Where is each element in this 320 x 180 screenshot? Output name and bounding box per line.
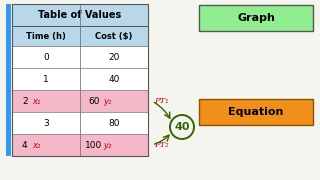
Text: 40: 40	[174, 122, 190, 132]
Text: 4: 4	[22, 141, 28, 150]
Text: 20: 20	[108, 53, 120, 62]
Bar	[12, 112, 148, 134]
Text: PT₂: PT₂	[154, 141, 169, 149]
Bar	[12, 90, 148, 112]
Text: 2: 2	[22, 96, 28, 105]
Text: 1: 1	[43, 75, 49, 84]
Text: 3: 3	[43, 118, 49, 127]
Text: Equation: Equation	[228, 107, 284, 117]
Text: Time (h): Time (h)	[26, 31, 66, 40]
Text: 60: 60	[88, 96, 100, 105]
Text: Table of Values: Table of Values	[38, 10, 122, 20]
Bar	[12, 4, 148, 156]
Bar	[12, 4, 148, 26]
Text: y₁: y₁	[103, 96, 111, 105]
Text: 100: 100	[85, 141, 102, 150]
Bar	[12, 46, 148, 68]
FancyBboxPatch shape	[199, 99, 313, 125]
Bar	[12, 134, 148, 156]
Text: 0: 0	[43, 53, 49, 62]
Text: PT₁: PT₁	[154, 97, 169, 105]
Text: Cost ($): Cost ($)	[95, 31, 133, 40]
Text: y₂: y₂	[103, 141, 111, 150]
Text: 40: 40	[108, 75, 120, 84]
FancyBboxPatch shape	[199, 5, 313, 31]
Bar	[12, 26, 148, 46]
Bar	[6, 4, 11, 156]
Bar	[12, 68, 148, 90]
Text: 80: 80	[108, 118, 120, 127]
Text: x₂: x₂	[32, 141, 40, 150]
Text: Graph: Graph	[237, 13, 275, 23]
Text: x₁: x₁	[32, 96, 40, 105]
